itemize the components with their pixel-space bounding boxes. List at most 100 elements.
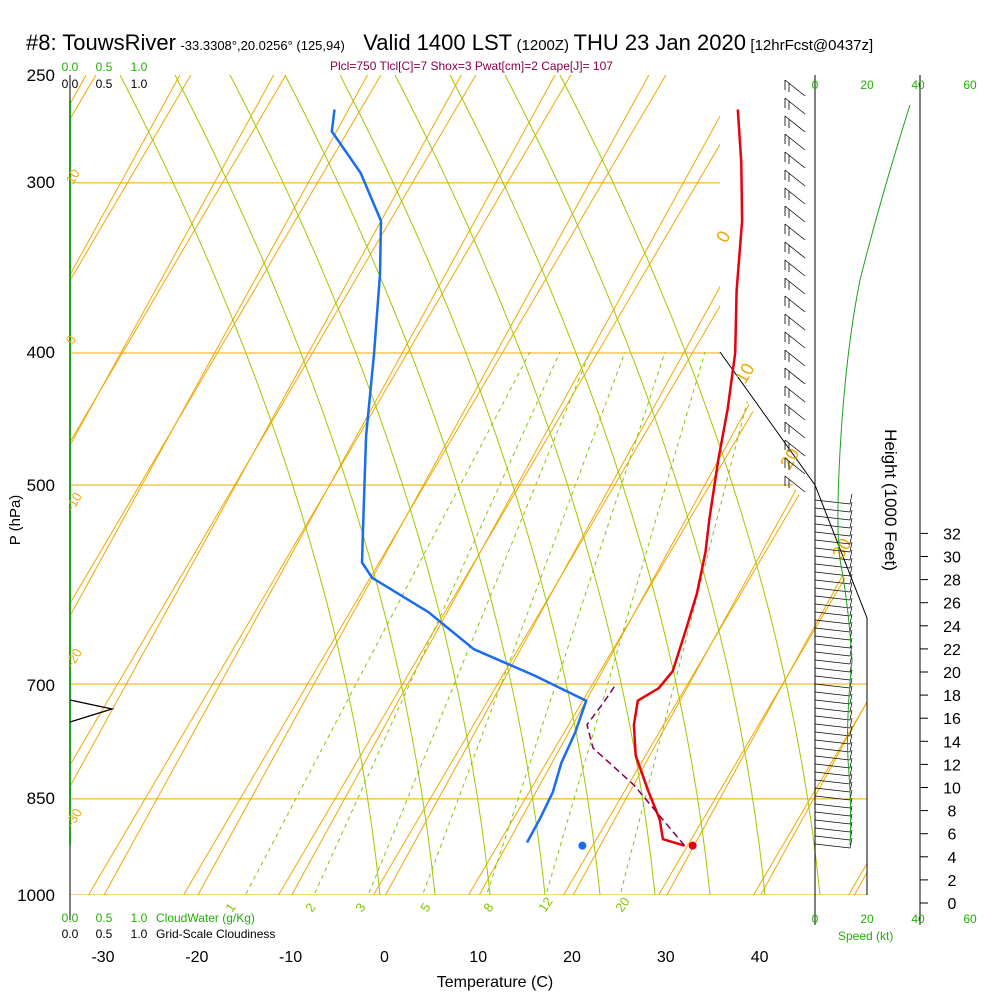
wind-barb-icon	[814, 741, 853, 753]
pressure-tick-label: 250	[27, 66, 55, 85]
isotherm-label: 10	[731, 360, 758, 387]
cloudiness-indicator	[69, 699, 115, 723]
surface-dewpoint-marker	[578, 841, 587, 850]
height-tick-label: 6	[948, 827, 957, 844]
isotherm-label: 20	[776, 445, 803, 472]
height-tick-label: 28	[943, 573, 961, 590]
height-tick-label: 18	[943, 688, 961, 705]
moist-adiabat-line	[559, 75, 821, 895]
height-tick-label: 12	[943, 757, 961, 774]
wind-barb-icon	[784, 367, 806, 385]
wind-barb-icon	[814, 629, 853, 641]
pressure-tick-label: 700	[27, 676, 55, 695]
isotherm-line	[70, 75, 462, 895]
pressure-tick-label: 500	[27, 476, 55, 495]
height-tick-label: 22	[943, 642, 961, 659]
wind-barb-icon	[784, 331, 806, 349]
pressure-tick-label: 850	[27, 789, 55, 808]
isotherm-line	[70, 75, 275, 895]
wind-barb-icon	[814, 757, 853, 769]
mixing-ratio-label: 20	[612, 894, 633, 914]
mixing-ratio-line	[479, 351, 666, 895]
height-tick-label: 16	[943, 711, 961, 728]
dry-adiabat-line	[70, 75, 386, 895]
cloud-water-scale-top: 1.0	[131, 60, 148, 74]
temperature-tick-label: 20	[563, 949, 581, 966]
wind-speed-scale-top: 40	[911, 78, 925, 92]
wind-barb-icon	[814, 685, 853, 697]
wind-barb-icon	[784, 115, 806, 133]
moist-adiabat-line	[284, 75, 546, 895]
cloud-water-scale-bottom: 0.5	[96, 911, 113, 925]
wind-barb-icon	[814, 637, 853, 649]
wind-speed-line	[837, 104, 911, 846]
cloud-water-label: CloudWater (g/Kg)	[156, 911, 255, 925]
wind-barb-icon	[814, 797, 853, 809]
dry-adiabat-line	[539, 75, 867, 895]
height-tick-label: 24	[943, 619, 961, 636]
chart-header: #8: TouwsRiver -33.3308°,20.0256° (125,9…	[26, 30, 986, 60]
cloudiness-scale-top: 0.5	[96, 77, 113, 91]
dry-adiabat-line	[349, 75, 867, 895]
isotherm-line	[666, 75, 867, 895]
wind-speed-scale-top: 20	[860, 78, 874, 92]
station-location: -33.3308°,20.0256° (125,94)	[180, 38, 345, 53]
moist-adiabat-line	[229, 75, 491, 895]
wind-barb-icon	[814, 725, 853, 737]
wind-barb-icon	[784, 457, 806, 475]
wind-speed-scale-bottom: 20	[860, 912, 874, 926]
wind-barb-icon	[814, 581, 853, 593]
wind-barb-icon	[814, 509, 853, 521]
valid-date: THU 23 Jan 2020	[573, 30, 746, 55]
forecast-info: [12hrFcst@0437z]	[750, 37, 874, 54]
sounding-parameters: Plcl=750 Tlcl[C]=7 Shox=3 Pwat[cm]=2 Cap…	[330, 59, 613, 73]
wind-barb-icon	[784, 151, 806, 169]
cloudiness-label: Grid-Scale Cloudiness	[156, 927, 275, 941]
isotherm-line	[854, 75, 867, 895]
isotherm-line	[291, 75, 744, 895]
wind-barb-icon	[814, 605, 853, 617]
mixing-ratio-line	[614, 351, 761, 895]
wind-barb-icon	[814, 613, 853, 625]
dry-adiabat-line	[254, 75, 867, 895]
wind-barb-icon	[784, 205, 806, 223]
wind-barb-icon	[784, 475, 806, 493]
mixing-ratio-line	[539, 351, 706, 895]
dewpoint-line	[330, 109, 588, 844]
height-tick-label: 20	[943, 665, 961, 682]
wind-barb-icon	[784, 223, 806, 241]
isotherm-label: -30	[63, 806, 85, 830]
height-tick-label: 26	[943, 596, 961, 613]
isotherm-line	[70, 75, 368, 895]
moist-adiabat-line	[174, 75, 436, 895]
isotherm-line	[70, 75, 181, 895]
wind-barb-icon	[784, 439, 806, 457]
wind-barb-icon	[814, 765, 853, 777]
dry-adiabat-line	[70, 75, 481, 895]
wind-speed-scale-bottom: 40	[911, 912, 925, 926]
cloudiness-scale-bottom: 1.0	[131, 927, 148, 941]
valid-time: Valid 1400 LST	[363, 30, 513, 55]
cloud-water-scale-bottom: 1.0	[131, 911, 148, 925]
isotherm-line	[197, 75, 650, 895]
wind-barb-icon	[784, 133, 806, 151]
height-tick-label: 8	[948, 804, 957, 821]
wind-barbs	[784, 79, 853, 849]
wind-barb-icon	[814, 709, 853, 721]
wind-speed-scale-bottom: 60	[963, 912, 977, 926]
isotherm-label: 10	[63, 166, 83, 186]
pressure-tick-label: 300	[27, 173, 55, 192]
wind-barb-icon	[814, 837, 853, 849]
wind-barb-icon	[814, 813, 853, 825]
dry-adiabat-line	[159, 75, 861, 895]
utc-time: (1200Z)	[516, 37, 570, 54]
temperature-tick-label: 0	[380, 949, 389, 966]
wind-barb-icon	[784, 295, 806, 313]
cloudiness-scale-bottom: 0.5	[96, 927, 113, 941]
mixing-ratio-line	[304, 351, 561, 895]
mixing-ratio-label: 5	[417, 900, 433, 915]
dry-adiabat-line	[634, 75, 867, 895]
wind-barb-icon	[814, 589, 853, 601]
temperature-tick-label: 40	[751, 949, 769, 966]
dry-adiabat-line	[70, 75, 576, 895]
